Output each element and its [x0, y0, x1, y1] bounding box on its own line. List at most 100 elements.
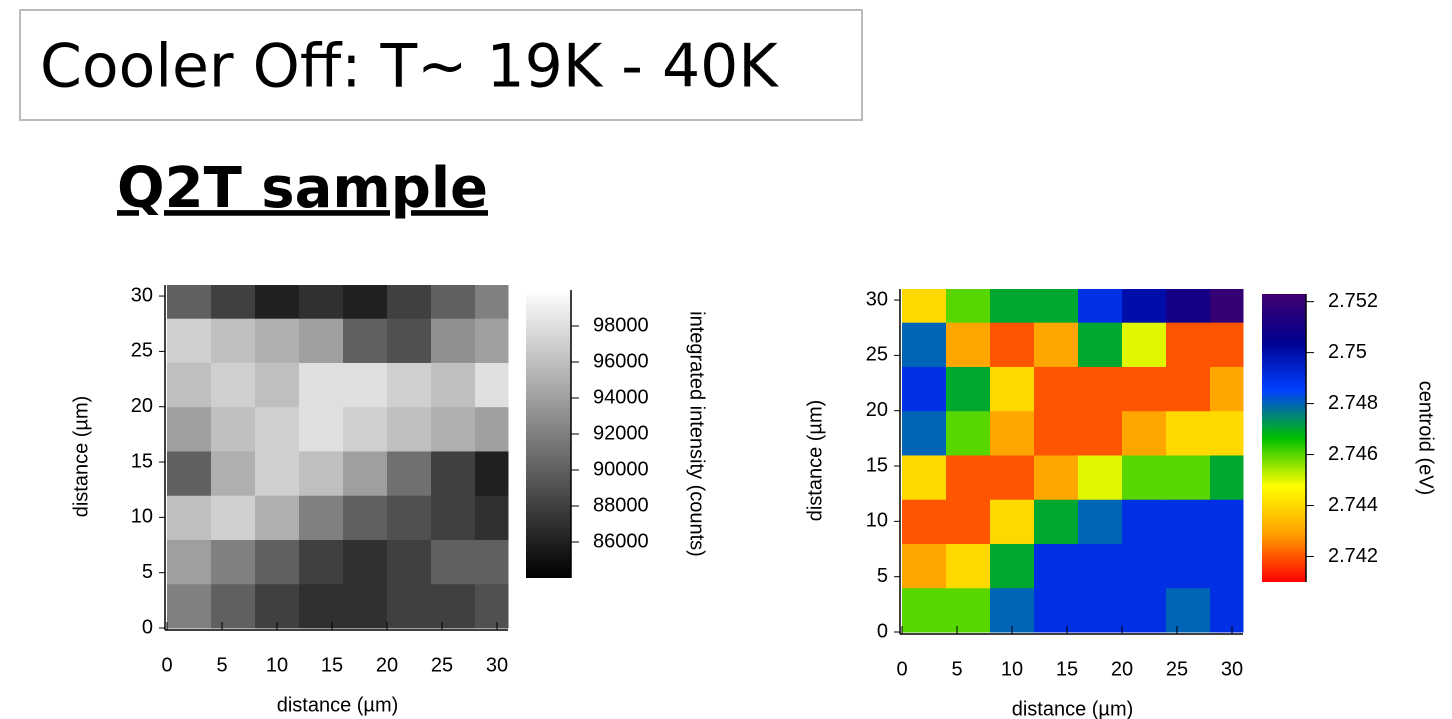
heatmap-cell: [211, 583, 256, 629]
heatmap-cell: [299, 539, 344, 585]
colorbar: [1262, 294, 1306, 582]
x-tick-label: 25: [431, 654, 453, 676]
heatmap-cell: [1122, 587, 1167, 633]
colorbar-label: integrated intensity (counts): [686, 311, 708, 557]
y-tick-label: 0: [142, 616, 153, 638]
heatmap-cell: [343, 450, 388, 496]
x-tick-label: 30: [486, 654, 508, 676]
heatmap-cell: [387, 583, 432, 629]
heatmap-cell: [299, 450, 344, 496]
y-axis-label: distance (µm): [804, 400, 826, 522]
heatmap-cell: [990, 410, 1035, 456]
heatmap-cell: [299, 318, 344, 363]
heatmap-cell: [1078, 366, 1123, 412]
heatmap-cell: [946, 289, 991, 323]
y-tick-label: 20: [131, 395, 153, 417]
heatmap-cell: [1078, 499, 1123, 544]
heatmap-cell: [167, 583, 212, 629]
heatmap-cell: [255, 285, 300, 319]
heatmap-cell: [387, 285, 432, 319]
x-tick-label: 10: [1001, 658, 1023, 680]
heatmap-cell: [1078, 454, 1123, 500]
heatmap-cell: [211, 285, 256, 319]
x-tick-label: 20: [376, 654, 398, 676]
heatmap-cell: [1122, 289, 1167, 323]
heatmap-cell: [1166, 454, 1211, 500]
heatmap-cell: [475, 362, 509, 408]
heatmap-cell: [1122, 499, 1167, 544]
heatmap-cell: [431, 285, 476, 319]
heatmap-cell: [990, 587, 1035, 633]
heatmap-cell: [299, 583, 344, 629]
y-tick-label: 20: [866, 399, 888, 421]
heatmap-cell: [299, 495, 344, 540]
heatmap-cell: [1078, 322, 1123, 367]
y-tick-label: 30: [866, 288, 888, 310]
heatmap-cell: [167, 285, 212, 319]
heatmap-cell: [1078, 289, 1123, 323]
heatmap-cell: [1078, 543, 1123, 589]
heatmap-cell: [990, 454, 1035, 500]
x-tick-label: 15: [1056, 658, 1078, 680]
heatmap-cell: [211, 406, 256, 452]
heatmap-cell: [1078, 587, 1123, 633]
heatmap-cell: [299, 406, 344, 452]
heatmap-cell: [902, 322, 947, 367]
x-axis-label: distance (µm): [277, 694, 399, 716]
x-axis-label: distance (µm): [1012, 698, 1134, 719]
heatmap-cell: [167, 318, 212, 363]
heatmap-cell: [902, 543, 947, 589]
heatmap-cell: [1210, 289, 1244, 323]
y-tick-label: 10: [131, 506, 153, 528]
heatmap-cell: [902, 366, 947, 412]
y-tick-label: 0: [877, 620, 888, 642]
heatmap-cell: [211, 318, 256, 363]
heatmap-cell: [1034, 499, 1079, 544]
heatmap-cell: [211, 450, 256, 496]
heatmap-cell: [475, 318, 509, 363]
colorbar-tick-label: 96000: [593, 350, 649, 372]
heatmap-cell: [946, 587, 991, 633]
y-tick-label: 10: [866, 510, 888, 532]
heatmap-cell: [211, 539, 256, 585]
heatmap-cell: [343, 539, 388, 585]
heatmap-cell: [946, 454, 991, 500]
heatmap-cell: [343, 495, 388, 540]
heatmap-cell: [990, 366, 1035, 412]
y-tick-label: 5: [142, 561, 153, 583]
heatmap-cell: [431, 318, 476, 363]
y-tick-label: 25: [866, 344, 888, 366]
y-tick-label: 15: [866, 454, 888, 476]
heatmap-cell: [387, 450, 432, 496]
heatmap-cell: [946, 499, 991, 544]
colorbar-label: centroid (eV): [1415, 381, 1437, 496]
heatmap-cell: [387, 318, 432, 363]
heatmap-cell: [902, 499, 947, 544]
heatmap-cell: [167, 450, 212, 496]
colorbar-tick-label: 2.752: [1328, 290, 1378, 312]
heatmap-cell: [475, 450, 509, 496]
heatmap-cell: [255, 583, 300, 629]
heatmap-cell: [1166, 587, 1211, 633]
x-tick-label: 20: [1111, 658, 1133, 680]
heatmap-cell: [167, 495, 212, 540]
heatmap-cell: [1122, 454, 1167, 500]
colorbar-tick-label: 2.75: [1328, 341, 1367, 363]
heatmap-cell: [1122, 322, 1167, 367]
heatmap-cell: [387, 495, 432, 540]
slide-title: Cooler Off: T~ 19K - 40K: [40, 32, 779, 102]
heatmap-cell: [1166, 499, 1211, 544]
y-tick-label: 5: [877, 565, 888, 587]
heatmap-cell: [1166, 366, 1211, 412]
heatmap-cell: [387, 362, 432, 408]
heatmap-cell: [431, 362, 476, 408]
heatmap-cell: [1210, 410, 1244, 456]
heatmap-cell: [1210, 454, 1244, 500]
heatmap-cell: [990, 322, 1035, 367]
heatmap-cell: [1122, 410, 1167, 456]
heatmap-cell: [255, 362, 300, 408]
heatmap-cell: [475, 583, 509, 629]
x-tick-label: 0: [896, 658, 907, 680]
heatmap-cell: [1166, 543, 1211, 589]
